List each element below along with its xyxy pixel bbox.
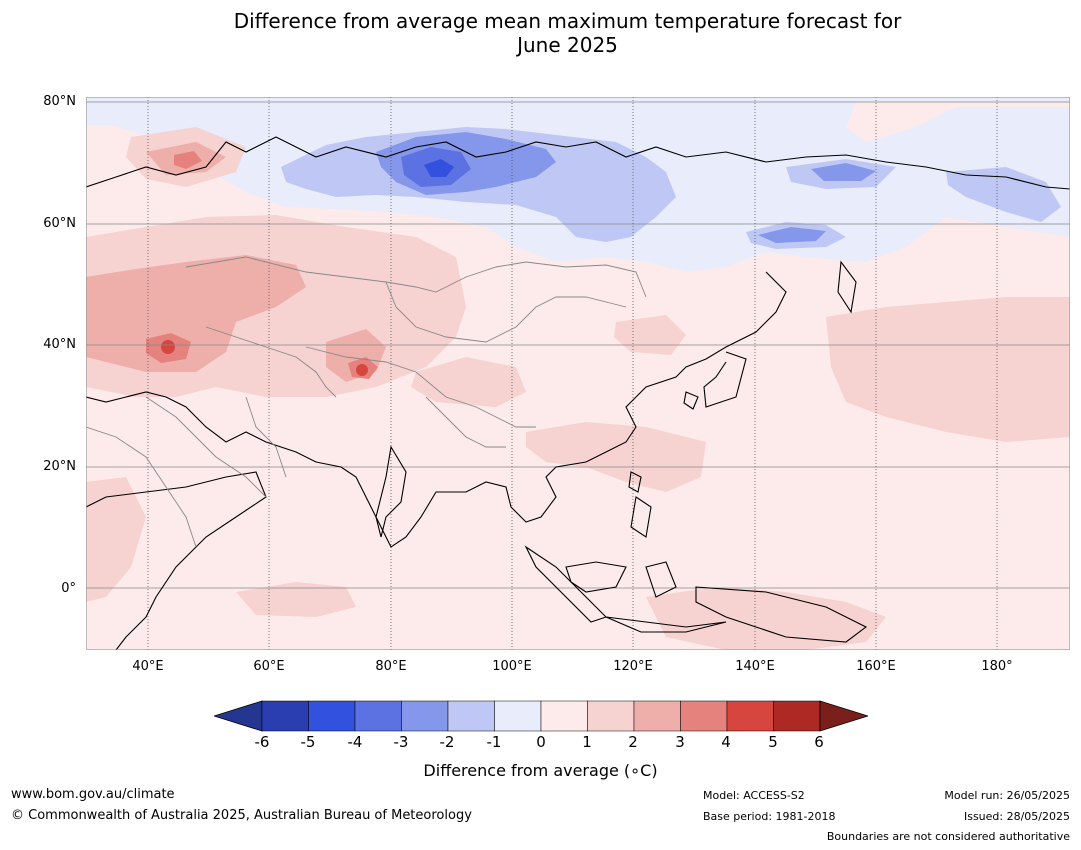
colorbar-cell	[680, 700, 728, 732]
colorbar-tick-label: 2	[628, 733, 638, 751]
colorbar-cell	[726, 700, 774, 732]
colorbar-tick-label: -4	[347, 733, 363, 751]
latitude-gridlines	[86, 101, 1070, 589]
lon-label-80e: 80°E	[375, 659, 407, 674]
colorbar-cell	[773, 700, 821, 732]
anomaly-region-cool-chukotka	[946, 167, 1061, 222]
lon-label-60e: 60°E	[253, 659, 285, 674]
colorbar-tick-label: 6	[814, 733, 824, 751]
colorbar-cell	[401, 700, 449, 732]
coastlines	[86, 136, 1070, 650]
footer-base-period: Base period: 1981-2018	[703, 810, 836, 823]
colorbar-cell	[540, 700, 588, 732]
anomaly-region-warm-pacific	[826, 297, 1070, 442]
longitude-gridlines	[147, 97, 998, 650]
temperature-anomaly-map	[86, 97, 1070, 650]
anomaly-region-warm-finland	[174, 151, 202, 169]
footer-disclaimer: Boundaries are not considered authoritat…	[826, 830, 1070, 843]
colorbar-tick-label: -1	[486, 733, 502, 751]
title-line-2: June 2025	[517, 33, 618, 57]
footer-copyright: © Commonwealth of Australia 2025, Austra…	[11, 808, 472, 823]
colorbar-title: Difference from average (∘C)	[423, 761, 658, 780]
lon-label-180: 180°	[981, 659, 1013, 674]
colorbar-extension-high	[819, 700, 868, 732]
colorbar-tick-label: -3	[393, 733, 409, 751]
colorbar-cell	[261, 700, 309, 732]
colorbar-tick-label: 4	[721, 733, 731, 751]
lat-label-0: 0°	[61, 581, 76, 596]
colorbar-tick-label: -2	[439, 733, 455, 751]
anomaly-region-warm-southchina	[526, 422, 706, 492]
lon-label-120e: 120°E	[613, 659, 653, 674]
footer-model-run: Model run: 26/05/2025	[944, 789, 1070, 802]
anomaly-region-warm-africa	[86, 477, 146, 602]
lon-label-140e: 140°E	[735, 659, 775, 674]
title-line-1: Difference from average mean maximum tem…	[233, 9, 902, 33]
map-title: Difference from average mean maximum tem…	[0, 9, 1081, 57]
colorbar-tick-label: 5	[768, 733, 778, 751]
colorbar-tick-label: 0	[536, 733, 546, 751]
colorbar-cell	[633, 700, 681, 732]
anomaly-peak-kashgar	[356, 364, 368, 376]
anomaly-peak-caucasus	[161, 340, 175, 354]
lat-label-40n: 40°N	[43, 337, 76, 352]
colorbar	[214, 700, 868, 732]
colorbar-tick-label: 1	[582, 733, 592, 751]
colorbar-cell	[587, 700, 635, 732]
lon-label-100e: 100°E	[492, 659, 532, 674]
lon-label-160e: 160°E	[856, 659, 896, 674]
colorbar-tick-label: 3	[675, 733, 685, 751]
colorbar-cell	[354, 700, 402, 732]
footer-website[interactable]: www.bom.gov.au/climate	[11, 787, 175, 802]
lat-label-80n: 80°N	[43, 94, 76, 109]
footer-model: Model: ACCESS-S2	[703, 789, 805, 802]
colorbar-tick-label: -5	[300, 733, 316, 751]
footer-issued: Issued: 28/05/2025	[963, 810, 1070, 823]
colorbar-tick-label: -6	[254, 733, 270, 751]
anomaly-region-cool-peak	[424, 159, 454, 177]
anomaly-region-warm-arabiansea	[236, 582, 356, 617]
map-frame	[86, 97, 1070, 650]
colorbar-cell	[494, 700, 542, 732]
anomaly-region-cool-okhotsk-core	[758, 227, 826, 243]
colorbar-cell	[308, 700, 356, 732]
colorbar-extension-low	[214, 700, 263, 732]
lat-label-60n: 60°N	[43, 216, 76, 231]
anomaly-region-warm-china	[411, 357, 526, 407]
colorbar-cell	[447, 700, 495, 732]
anomaly-region-warm-caspian	[86, 255, 306, 372]
lat-label-20n: 20°N	[43, 459, 76, 474]
country-borders	[86, 256, 647, 548]
anomaly-region-cool-east-core	[811, 163, 876, 181]
anomaly-region-warm-indonesia	[646, 587, 886, 650]
lon-label-40e: 40°E	[132, 659, 164, 674]
